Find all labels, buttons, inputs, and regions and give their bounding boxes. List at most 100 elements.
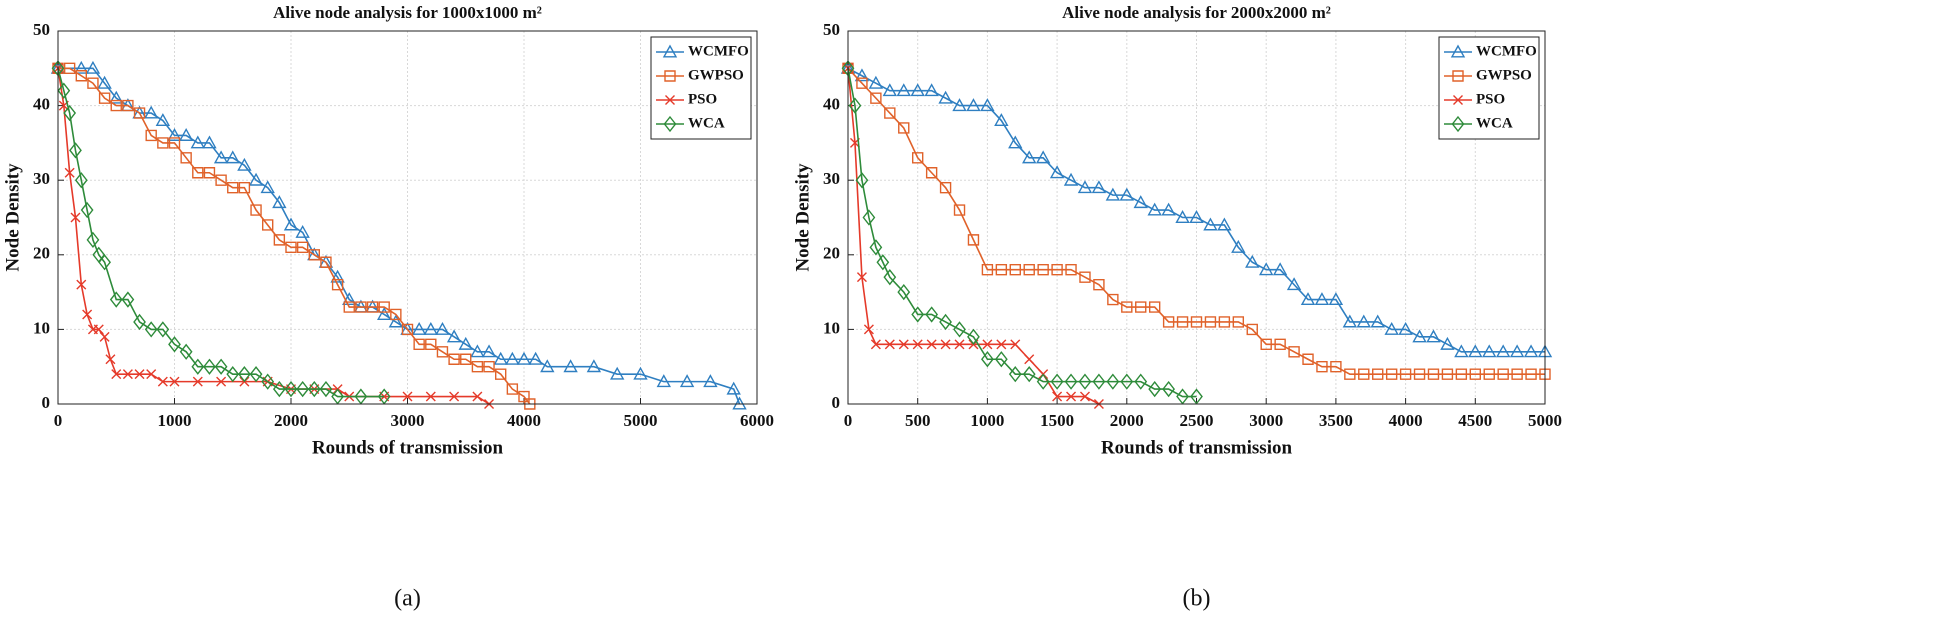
data-point	[250, 204, 262, 216]
data-point	[284, 380, 298, 398]
data-point	[285, 241, 297, 254]
chart-title: Alive node analysis for 1000x1000 m²	[273, 3, 542, 22]
y-tick-label: 0	[832, 393, 841, 412]
y-tick-label: 20	[33, 244, 50, 263]
data-point	[1147, 202, 1162, 216]
data-point	[1022, 366, 1036, 383]
legend-box	[650, 36, 752, 140]
data-point	[330, 269, 345, 283]
y-tick-label: 40	[823, 95, 840, 114]
data-point	[1495, 344, 1511, 358]
data-point	[870, 92, 882, 104]
data-point	[1107, 293, 1119, 306]
data-point	[1288, 346, 1300, 358]
data-point	[1022, 150, 1037, 164]
data-point	[1441, 368, 1454, 380]
data-point	[57, 82, 71, 99]
data-point	[74, 60, 89, 74]
data-point	[703, 374, 718, 388]
data-point	[953, 204, 966, 216]
data-point	[411, 321, 427, 335]
data-point	[378, 301, 390, 313]
data-point	[471, 361, 484, 373]
x-tick-label: 4000	[507, 411, 541, 430]
data-point	[1077, 180, 1093, 194]
data-point	[192, 376, 203, 387]
data-point	[191, 358, 205, 375]
data-point	[93, 324, 104, 335]
data-point	[1162, 380, 1176, 398]
x-tick-label: 1000	[158, 411, 192, 430]
data-point	[109, 291, 123, 308]
data-point	[214, 358, 228, 375]
data-point	[355, 301, 367, 313]
data-point	[342, 292, 357, 306]
series-line	[58, 67, 531, 405]
data-point	[1316, 361, 1328, 373]
data-point	[1342, 314, 1358, 328]
data-point	[215, 174, 227, 186]
data-point	[1468, 344, 1483, 358]
data-point	[1260, 338, 1272, 351]
data-point	[1133, 195, 1148, 209]
data-point	[1121, 301, 1133, 313]
legend-box	[1438, 36, 1540, 140]
data-point	[1370, 314, 1385, 328]
data-point	[134, 369, 145, 380]
x-tick-label: 4000	[1389, 411, 1423, 430]
data-point	[98, 92, 111, 104]
data-point	[940, 339, 951, 350]
data-point	[952, 98, 967, 112]
series-line	[57, 68, 385, 398]
data-point	[179, 343, 193, 360]
x-tick-label: 0	[54, 411, 63, 430]
data-point	[1455, 368, 1468, 380]
caption: (b)	[1183, 586, 1211, 612]
data-point	[97, 75, 112, 89]
data-point	[954, 339, 965, 350]
data-point	[656, 374, 671, 388]
data-point	[82, 309, 93, 320]
data-point	[1272, 262, 1288, 276]
data-point	[273, 234, 286, 246]
data-point	[75, 70, 87, 82]
data-point	[967, 328, 980, 345]
plot-area	[58, 31, 757, 404]
data-point	[862, 209, 876, 226]
caption: (a)	[394, 586, 421, 612]
data-point	[1079, 271, 1091, 283]
data-point	[1330, 361, 1342, 373]
data-point	[1356, 314, 1371, 328]
series-line	[847, 67, 1545, 353]
data-point	[966, 98, 981, 112]
data-point	[248, 172, 264, 186]
data-point	[145, 129, 157, 142]
data-point	[1052, 391, 1063, 402]
data-point	[155, 113, 171, 127]
data-point	[481, 344, 497, 358]
data-point	[190, 135, 205, 149]
data-point	[436, 346, 449, 358]
data-point	[610, 366, 625, 380]
data-point	[272, 195, 287, 209]
x-tick-label: 500	[905, 411, 931, 430]
data-point	[157, 137, 169, 149]
x-tick-label: 5000	[624, 411, 658, 430]
data-point	[249, 366, 263, 383]
legend-marker	[1450, 44, 1466, 58]
data-point	[472, 391, 483, 402]
data-point	[896, 83, 911, 97]
data-point	[1078, 373, 1092, 390]
data-point	[238, 366, 251, 383]
data-point	[679, 374, 695, 388]
data-point	[203, 358, 216, 375]
y-tick-label: 10	[33, 318, 50, 337]
data-point	[388, 314, 404, 328]
data-point	[169, 376, 180, 387]
data-point	[87, 77, 99, 89]
data-point	[1372, 368, 1384, 380]
data-point	[307, 380, 321, 398]
data-point	[144, 321, 158, 338]
data-point	[157, 376, 168, 387]
data-point	[261, 373, 275, 390]
